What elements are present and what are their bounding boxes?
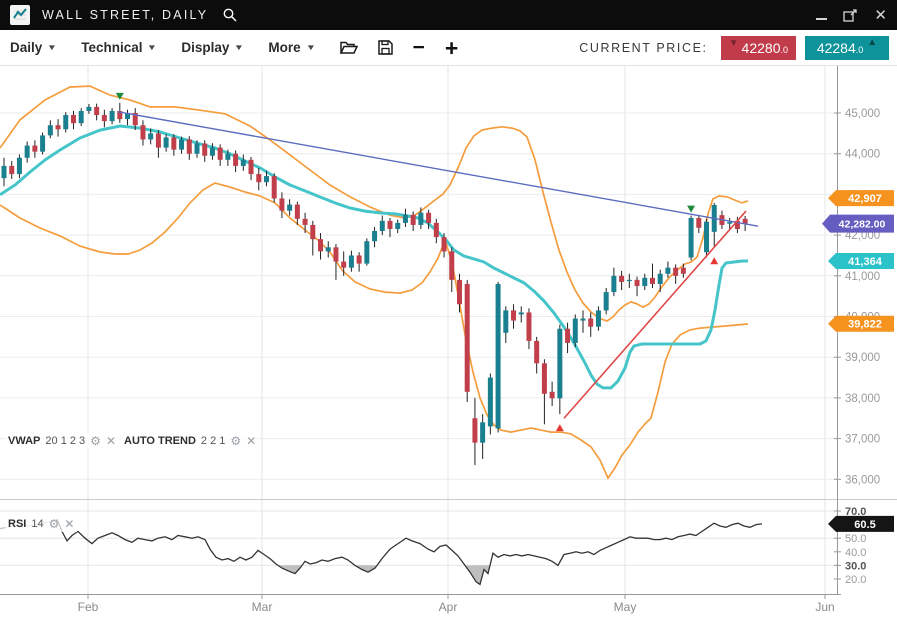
- price-tag-label: 39,822: [848, 319, 882, 331]
- arrow-up-icon: ▲: [867, 37, 878, 48]
- menu-technical[interactable]: Technical ▼: [81, 40, 158, 55]
- price-tick-label: 41,000: [845, 271, 880, 283]
- upper-band-line: [0, 85, 749, 322]
- price-tag-label: 42,907: [848, 193, 882, 205]
- price-tag-label: 60.5: [854, 519, 875, 531]
- sell-price-button[interactable]: ▼ 42280 .0: [720, 35, 796, 60]
- rsi-tick-label: 20.0: [845, 574, 866, 586]
- vwap-settings-gear-icon[interactable]: ⚙: [90, 434, 101, 448]
- auto-trend-legend: AUTO TREND 2 2 1 ⚙ ✕: [121, 433, 260, 449]
- price-tag: [828, 515, 894, 532]
- app-logo-icon: [10, 5, 30, 25]
- vwap-line: [0, 124, 748, 390]
- price-tick-label: 39,000: [845, 352, 880, 364]
- price-tick-label: 37,000: [845, 434, 880, 446]
- rsi-legend: RSI 14 ⚙ ✕: [5, 516, 78, 532]
- menu-timeframe[interactable]: Daily ▼: [10, 40, 58, 55]
- vwap-remove-icon[interactable]: ✕: [105, 434, 116, 448]
- open-chart-button[interactable]: [339, 40, 358, 55]
- buy-signal-triangle-icon: [555, 424, 564, 432]
- rsi-tick-label: 70.0: [845, 506, 866, 518]
- popout-button[interactable]: [843, 5, 858, 25]
- price-tag: [828, 252, 894, 269]
- price-tick-label: 36,000: [845, 474, 880, 486]
- price-tick-label: 38,000: [845, 393, 880, 405]
- sell-signal-triangle-icon: [115, 92, 124, 100]
- chevron-down-icon: ▼: [147, 43, 158, 52]
- window-title: WALL STREET, DAILY: [42, 8, 209, 22]
- buy-signal-triangle-icon: [710, 257, 719, 265]
- price-tag: [828, 315, 894, 332]
- vwap-legend: VWAP 20 1 2 3 ⚙ ✕: [5, 433, 119, 449]
- zoom-out-button[interactable]: −: [412, 35, 425, 59]
- search-icon[interactable]: [222, 7, 238, 23]
- save-chart-button[interactable]: [377, 40, 393, 55]
- price-tick-label: 45,000: [845, 108, 880, 120]
- arrow-down-icon: ▼: [728, 38, 739, 49]
- floppy-save-icon: [377, 40, 393, 55]
- month-label: Mar: [252, 600, 273, 614]
- price-tick-label: 44,000: [845, 149, 880, 161]
- rsi-tick-label: 50.0: [845, 533, 866, 545]
- zoom-in-button[interactable]: +: [444, 34, 459, 61]
- current-price-label: CURRENT PRICE:: [579, 40, 708, 55]
- rsi-oversold-fill: [465, 565, 490, 585]
- chevron-down-icon: ▼: [234, 43, 245, 52]
- rsi-tick-label: 40.0: [845, 547, 866, 559]
- minimize-button[interactable]: [816, 5, 828, 25]
- auto-trend-remove-icon[interactable]: ✕: [246, 434, 257, 448]
- candlestick-series: [1, 102, 748, 466]
- month-label: Feb: [78, 600, 99, 614]
- lower-band-line: [0, 182, 749, 480]
- rsi-oversold-fill: [278, 565, 302, 574]
- buy-price-value: 42284: [816, 39, 856, 56]
- price-tick-label: 42,000: [845, 230, 880, 242]
- price-tag-label: 42,282.00: [839, 219, 886, 231]
- auto-trend-support-line: [563, 210, 747, 419]
- rsi-oversold-fill: [355, 565, 377, 573]
- rsi-remove-icon[interactable]: ✕: [64, 517, 75, 531]
- buy-price-button[interactable]: 42284 .0 ▲: [805, 35, 889, 60]
- chart-toolbar: Daily ▼ Technical ▼ Display ▼ More ▼ − +…: [0, 30, 897, 66]
- auto-trend-resistance-line: [117, 111, 759, 227]
- rsi-settings-gear-icon[interactable]: ⚙: [48, 517, 60, 531]
- chevron-down-icon: ▼: [47, 43, 58, 52]
- auto-trend-settings-gear-icon[interactable]: ⚙: [230, 434, 242, 448]
- price-tag: [828, 190, 894, 207]
- sell-signal-triangle-icon: [687, 205, 696, 213]
- folder-open-icon: [339, 41, 358, 54]
- month-label: Jun: [815, 600, 834, 614]
- month-label: Apr: [439, 600, 458, 614]
- menu-more[interactable]: More ▼: [268, 40, 316, 55]
- sell-price-value: 42280: [741, 39, 781, 56]
- price-tag-label: 41,364: [848, 256, 883, 268]
- close-icon[interactable]: ✕: [874, 6, 887, 24]
- window-titlebar: WALL STREET, DAILY ✕: [0, 0, 897, 30]
- chevron-down-icon: ▼: [305, 43, 316, 52]
- price-tag: [822, 214, 894, 233]
- menu-display[interactable]: Display ▼: [181, 40, 245, 55]
- rsi-tick-label: 30.0: [845, 560, 866, 572]
- month-label: May: [614, 600, 637, 614]
- rsi-line: [56, 518, 763, 586]
